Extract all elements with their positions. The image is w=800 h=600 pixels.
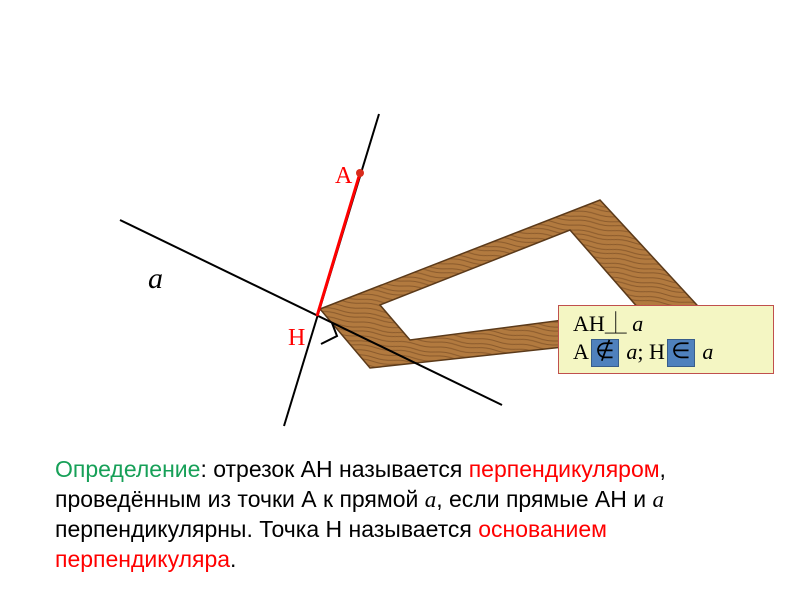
formula-box: АН⏊ a А∉ a; Н∈ a bbox=[558, 305, 774, 374]
diagram-stage: { "canvas": { "width": 800, "height": 60… bbox=[0, 0, 800, 600]
text-AH: АН bbox=[573, 311, 605, 336]
perp-symbol: ⏊ bbox=[605, 311, 627, 336]
segment-AH bbox=[317, 173, 360, 316]
text-A: А bbox=[573, 339, 589, 364]
point-A bbox=[356, 169, 364, 177]
in-symbol-box: ∈ bbox=[667, 339, 695, 367]
text-a: a bbox=[632, 311, 643, 336]
formula-line-2: А∉ a; Н∈ a bbox=[573, 338, 759, 368]
label-line-a: a bbox=[148, 262, 163, 296]
label-A: А bbox=[335, 163, 352, 190]
definition-caption: Определение: отрезок АН называется перпе… bbox=[55, 455, 760, 575]
label-H: Н bbox=[288, 325, 305, 352]
notin-symbol-box: ∉ bbox=[591, 339, 619, 367]
formula-line-1: АН⏊ a bbox=[573, 310, 759, 338]
